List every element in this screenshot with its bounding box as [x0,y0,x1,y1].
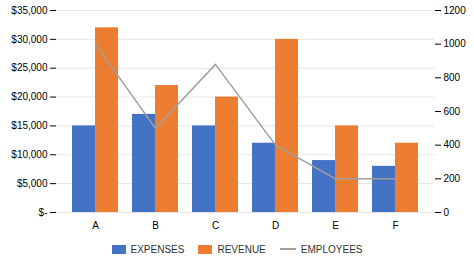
html-text:EXPENSES: EXPENSES [130,243,185,255]
html-text:REVENUE: REVENUE [217,243,266,255]
svg-text:800: 800 [444,72,461,83]
svg-text:$10,000: $10,000 [11,149,48,160]
svg-text:F: F [392,220,398,231]
svg-text:$20,000: $20,000 [11,91,48,102]
svg-text:B: B [152,220,159,231]
svg-text:1200: 1200 [444,5,467,16]
svg-text:E: E [332,220,339,231]
svg-text:C: C [212,220,219,231]
svg-text:400: 400 [444,139,461,150]
svg-text:1000: 1000 [444,38,467,49]
svg-text:$-: $- [39,207,48,218]
svg-text:$30,000: $30,000 [11,34,48,45]
svg-text:0: 0 [444,207,450,218]
html-text:EMPLOYEES: EMPLOYEES [300,243,363,255]
svg-text:200: 200 [444,173,461,184]
svg-text:600: 600 [444,106,461,117]
svg-text:$15,000: $15,000 [11,120,48,131]
svg-text:D: D [272,220,279,231]
svg-text:A: A [92,220,99,231]
svg-text:$35,000: $35,000 [11,5,48,16]
svg-text:$5,000: $5,000 [17,178,48,189]
svg-text:$25,000: $25,000 [11,62,48,73]
